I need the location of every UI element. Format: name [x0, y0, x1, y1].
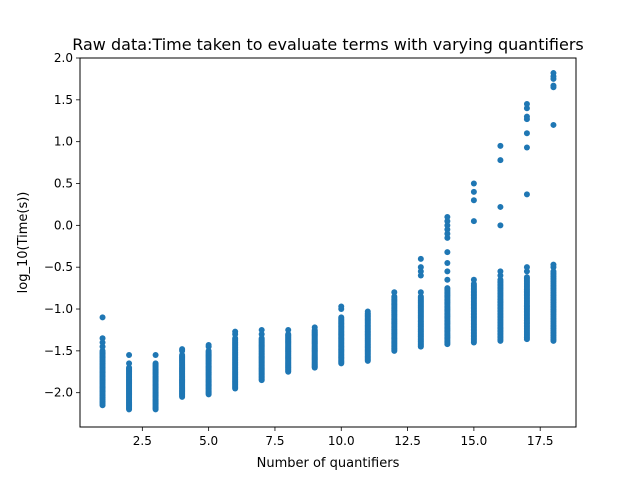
data-point: [470, 280, 477, 287]
data-point: [497, 268, 504, 275]
data-point: [470, 276, 477, 283]
data-point: [550, 261, 557, 268]
data-point: [258, 335, 265, 342]
y-tick-label: 1.5: [54, 93, 73, 107]
data-point: [258, 326, 265, 333]
data-point: [497, 157, 504, 164]
data-point: [523, 268, 530, 275]
y-axis-label: log_10(Time(s)): [16, 192, 31, 294]
data-point: [470, 218, 477, 225]
x-axis-ticks: 2.5 5.0 7.5 10.0 12.5 15.0 17.5: [133, 427, 554, 448]
data-points: [99, 70, 557, 413]
data-point: [417, 268, 424, 275]
data-point: [417, 255, 424, 262]
chart-title: Raw data:Time taken to evaluate terms wi…: [72, 35, 584, 54]
data-point: [99, 314, 106, 321]
data-point: [99, 339, 106, 346]
data-point: [444, 234, 451, 241]
data-point: [232, 328, 239, 335]
data-point: [444, 260, 451, 266]
data-point: [99, 347, 106, 354]
data-point: [391, 293, 398, 300]
data-point: [126, 364, 133, 371]
data-point: [205, 347, 212, 354]
data-point: [523, 264, 530, 271]
data-point: [417, 289, 424, 296]
data-point: [523, 113, 530, 120]
data-point: [523, 101, 530, 108]
data-point: [417, 293, 424, 300]
data-point: [285, 326, 292, 333]
data-point: [497, 203, 504, 210]
plot-frame: [79, 57, 577, 428]
y-tick-label: 0.5: [54, 177, 73, 191]
data-point: [550, 70, 557, 77]
data-point: [152, 352, 159, 359]
data-point: [444, 276, 451, 283]
data-point: [152, 360, 159, 367]
data-point: [126, 352, 133, 359]
data-point: [470, 188, 477, 195]
data-point: [444, 218, 451, 225]
data-point: [523, 105, 530, 112]
data-point: [550, 121, 557, 128]
x-axis-label: Number of quantifiers: [257, 456, 400, 471]
data-point: [364, 308, 371, 315]
x-tick-label: 10.0: [328, 434, 355, 448]
data-point: [179, 352, 186, 359]
data-point: [232, 335, 239, 342]
x-tick-label: 15.0: [461, 434, 488, 448]
data-point: [417, 272, 424, 279]
data-point: [444, 213, 451, 220]
data-point: [523, 274, 530, 281]
y-tick-label: 1.0: [54, 135, 73, 149]
y-tick-label: 2.0: [54, 51, 73, 65]
data-point: [338, 314, 345, 321]
data-point: [444, 249, 451, 256]
data-point: [99, 343, 106, 350]
data-point: [523, 130, 530, 137]
data-point: [285, 331, 292, 338]
data-point: [205, 342, 212, 348]
data-point: [258, 331, 265, 338]
data-point: [391, 289, 398, 296]
y-tick-label: −1.5: [44, 344, 73, 358]
y-tick-label: 0.0: [54, 218, 73, 232]
y-axis-ticks: −2.0 −1.5 −1.0 −0.5 0.0 0.5 1.0 1.5 2.0: [44, 51, 80, 400]
data-point: [126, 360, 133, 367]
data-point: [444, 268, 451, 275]
data-point: [470, 180, 477, 187]
data-point: [338, 303, 345, 310]
data-point: [470, 197, 477, 204]
data-point: [497, 276, 504, 283]
data-point: [550, 82, 557, 89]
data-point: [523, 191, 530, 198]
data-point: [444, 285, 451, 292]
y-tick-label: −0.5: [44, 260, 73, 274]
x-tick-label: 7.5: [265, 434, 284, 448]
data-point: [523, 144, 530, 151]
x-tick-label: 5.0: [199, 434, 218, 448]
x-tick-label: 17.5: [527, 434, 554, 448]
data-point: [444, 226, 451, 233]
data-point: [497, 272, 504, 279]
data-point: [444, 230, 451, 237]
data-point: [497, 222, 504, 229]
data-point: [444, 222, 451, 229]
data-point: [311, 324, 318, 331]
y-tick-label: −1.0: [44, 302, 73, 316]
data-point: [417, 264, 424, 271]
data-point: [550, 268, 557, 275]
data-point: [179, 346, 186, 353]
data-point: [497, 142, 504, 149]
x-tick-label: 12.5: [394, 434, 421, 448]
data-point: [99, 335, 106, 342]
y-tick-label: −2.0: [44, 386, 73, 400]
x-tick-label: 2.5: [133, 434, 152, 448]
